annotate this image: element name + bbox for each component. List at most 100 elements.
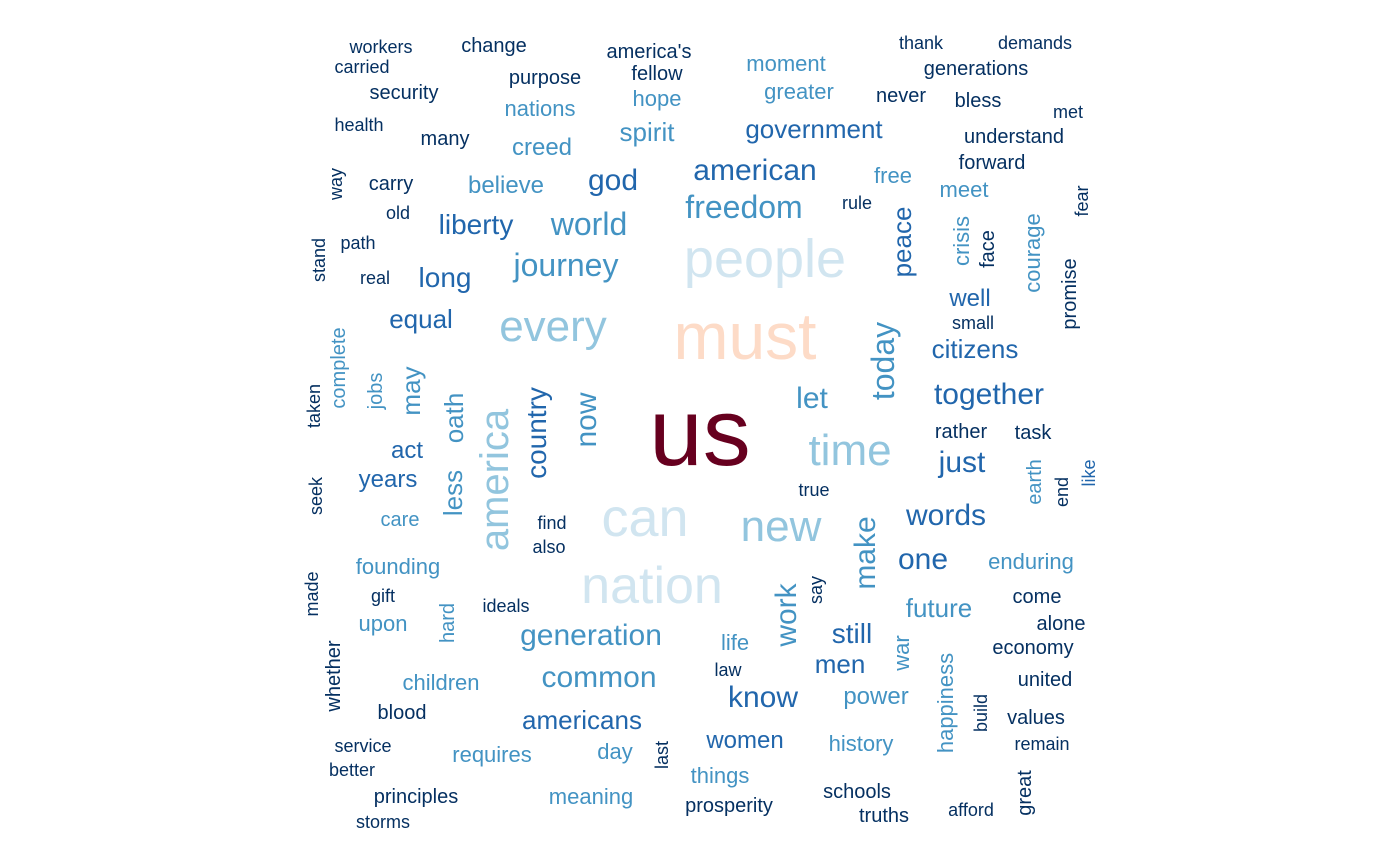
word-change: change [461,35,527,57]
word-principles: principles [373,786,459,808]
word-less: less [438,469,468,517]
word-face: face [977,230,999,268]
word-path: path [340,233,376,253]
word-whether: whether [323,640,345,712]
word-happiness: happiness [933,652,958,754]
word-true: true [798,480,830,500]
word-demands: demands [997,33,1073,53]
word-well: well [949,285,991,312]
word-courage: courage [1020,213,1045,293]
word-upon: upon [358,611,408,636]
word-jobs: jobs [365,372,387,410]
word-carry: carry [368,173,414,195]
word-generations: generations [923,58,1029,80]
word-fellow: fellow [631,63,683,85]
word-united: united [1017,669,1073,691]
word-world: world [550,206,628,242]
word-seek: seek [306,476,326,516]
word-nation: nation [581,557,723,615]
word-may: may [396,366,426,416]
word-never: never [875,85,927,107]
word-today: today [865,321,901,401]
word-equal: equal [389,304,453,334]
word-task: task [1014,422,1052,444]
word-men: men [814,649,866,679]
word-god: god [587,164,639,197]
word-taken: taken [304,383,324,429]
word-must: must [673,299,817,373]
word-years: years [358,466,418,493]
word-real: real [359,268,391,288]
word-storms: storms [356,812,410,832]
word-let: let [796,382,828,415]
word-gift: gift [370,586,396,606]
word-women: women [706,727,784,754]
word-still: still [831,618,873,649]
word-many: many [420,128,470,150]
word-time: time [808,426,892,475]
word-free: free [874,163,912,188]
word-work: work [770,583,803,647]
word-long: long [418,262,472,293]
word-great: great [1014,770,1036,816]
word-government: government [745,114,883,144]
word-creed: creed [511,134,573,161]
word-afford: afford [948,800,994,820]
word-common: common [541,661,657,694]
word-earth: earth [1024,459,1046,505]
word-complete: complete [328,327,350,409]
word-made: made [302,571,322,617]
word-one: one [897,543,949,576]
word-america: america [473,408,517,552]
word-people: people [683,229,847,289]
word-children: children [402,670,480,695]
word-together: together [933,378,1045,411]
word-service: service [334,736,392,756]
word-fear: fear [1072,185,1092,217]
word-also: also [532,537,566,557]
word-end: end [1052,476,1072,508]
word-bless: bless [954,90,1002,112]
word-oath: oath [439,392,469,444]
word-new: new [740,502,822,551]
word-americans: americans [522,705,642,735]
word-small: small [951,313,995,333]
word-act: act [390,437,424,464]
word-nations: nations [504,96,576,121]
word-build: build [971,693,991,733]
word-ideals: ideals [482,596,530,616]
word-care: care [380,509,420,531]
word-last: last [652,740,672,770]
word-come: come [1012,586,1062,608]
word-peace: peace [887,206,917,278]
word-history: history [828,731,894,756]
word-promise: promise [1059,258,1081,330]
word-spirit: spirit [619,117,675,147]
word-greater: greater [764,79,834,104]
word-health: health [334,115,384,135]
word-things: things [690,763,750,788]
word-can: can [601,488,689,548]
word-workers: workers [349,37,413,57]
word-purpose: purpose [508,67,582,89]
word-better: better [328,760,376,780]
word-just: just [938,446,986,479]
word-us: us [649,379,751,486]
word-day: day [597,739,633,764]
word-hard: hard [437,602,459,644]
word-generation: generation [520,619,662,652]
word-economy: economy [992,637,1074,659]
word-schools: schools [823,781,891,803]
word-enduring: enduring [988,549,1074,574]
word-prosperity: prosperity [685,795,773,817]
word-values: values [1007,707,1065,729]
word-understand: understand [963,126,1065,148]
word-remain: remain [1014,734,1070,754]
word-way: way [326,167,346,201]
word-american: american [693,154,817,187]
word-freedom: freedom [685,189,803,225]
word-truths: truths [858,805,910,827]
word-security: security [369,82,439,104]
word-old: old [385,203,411,223]
